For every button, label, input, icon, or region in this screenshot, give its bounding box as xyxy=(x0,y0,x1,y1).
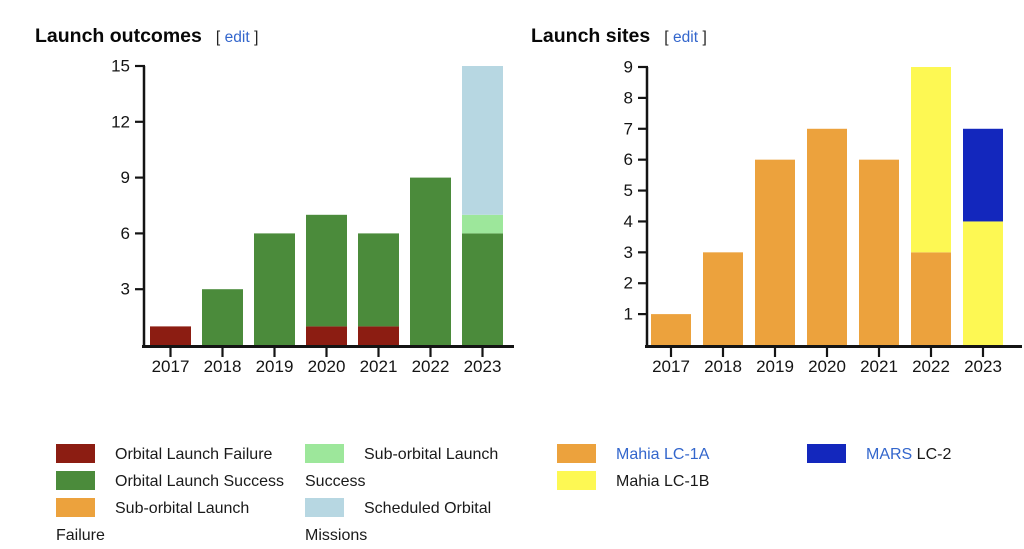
x-tick-label: 2020 xyxy=(308,357,346,376)
bar-segment xyxy=(150,326,191,345)
bar-segment xyxy=(755,159,795,345)
x-tick-label: 2018 xyxy=(204,357,242,376)
launch-outcomes-legend-column-1: Orbital Launch Failure Orbital Launch Suc… xyxy=(56,441,294,549)
bar-segment xyxy=(911,67,951,253)
edit-link[interactable]: edit xyxy=(224,29,250,46)
launch-outcomes-chart: 3 6 9 12 15 2017 2018 2019 2020 2021 2022 2023 xyxy=(111,57,514,376)
x-tick-label: 2023 xyxy=(964,357,1002,376)
y-tick-label: 4 xyxy=(624,212,633,231)
launch-sites-title: Launch sites [edit] xyxy=(531,25,707,48)
x-tick-label: 2022 xyxy=(912,357,950,376)
edit-link-wrapper: [edit] xyxy=(664,29,707,46)
legend-label: Sub-orbital Launch Success xyxy=(305,446,499,490)
legend-swatch xyxy=(557,444,596,463)
legend-swatch xyxy=(305,444,344,463)
bar-segment xyxy=(859,159,899,345)
x-tick-label: 2018 xyxy=(704,357,742,376)
x-tick-label: 2021 xyxy=(360,357,398,376)
x-tick-label: 2023 xyxy=(464,357,502,376)
y-tick-label: 9 xyxy=(624,58,633,77)
bar-segment xyxy=(462,214,503,234)
y-tick-label: 7 xyxy=(624,119,633,138)
y-tick-label: 15 xyxy=(111,57,130,76)
y-tick-label: 6 xyxy=(121,224,130,243)
launch-sites-legend-column-2: MARS LC-2 xyxy=(807,441,1024,468)
bar-segment xyxy=(911,252,951,345)
legend-item: Scheduled Orbital Missions xyxy=(305,495,535,549)
legend-label: Mahia LC-1B xyxy=(616,473,710,490)
bar-segment xyxy=(254,233,295,345)
title-text: Launch outcomes xyxy=(35,25,202,47)
y-tick-label: 6 xyxy=(624,150,633,169)
bar-segment xyxy=(410,177,451,345)
y-tick-label: 8 xyxy=(624,88,633,107)
launch-outcomes-title: Launch outcomes [edit] xyxy=(35,25,258,48)
bar-segment xyxy=(462,233,503,345)
legend-label: LC-2 xyxy=(912,446,952,463)
legend-swatch xyxy=(807,444,846,463)
y-tick-label: 5 xyxy=(624,181,633,200)
bracket-open: [ xyxy=(664,29,669,46)
edit-link-wrapper: [edit] xyxy=(216,29,259,46)
legend-item: Orbital Launch Failure xyxy=(56,441,294,468)
bar-segment xyxy=(703,252,743,345)
bar-segment xyxy=(202,289,243,345)
legend-label: Orbital Launch Failure xyxy=(115,446,273,463)
legend-item: Orbital Launch Success xyxy=(56,468,294,495)
bar-segment xyxy=(807,128,847,345)
edit-link[interactable]: edit xyxy=(673,29,699,46)
launch-outcomes-legend-column-2: Sub-orbital Launch Success Scheduled Orbi… xyxy=(305,441,535,549)
legend-link[interactable]: Mahia LC-1A xyxy=(616,446,710,463)
x-tick-label: 2017 xyxy=(652,357,690,376)
legend-item: Mahia LC-1A xyxy=(557,441,795,468)
legend-item: Sub-orbital Launch Failure xyxy=(56,495,294,549)
x-tick-label: 2019 xyxy=(756,357,794,376)
x-tick-label: 2017 xyxy=(152,357,190,376)
bar-segment xyxy=(963,128,1003,222)
x-tick-label: 2021 xyxy=(860,357,898,376)
y-tick-label: 1 xyxy=(624,305,633,324)
bracket-close: ] xyxy=(254,29,259,46)
bracket-open: [ xyxy=(215,29,221,46)
legend-swatch xyxy=(56,471,95,490)
y-tick-label: 9 xyxy=(121,168,130,187)
legend-link[interactable]: MARS xyxy=(866,446,913,463)
legend-swatch xyxy=(557,471,596,490)
legend-swatch xyxy=(305,498,344,517)
launch-sites-legend-column-1: Mahia LC-1A Mahia LC-1B xyxy=(557,441,795,495)
y-tick-label: 3 xyxy=(121,280,130,299)
legend-swatch xyxy=(56,444,95,463)
bracket-close: ] xyxy=(702,29,707,46)
bar-segment xyxy=(358,326,399,345)
legend-label: Scheduled Orbital Missions xyxy=(305,500,492,544)
bar-segment xyxy=(306,326,347,345)
bar-segment xyxy=(963,221,1003,345)
legend-swatch xyxy=(56,498,95,517)
legend-item: MARS LC-2 xyxy=(807,441,1024,468)
legend-item: Sub-orbital Launch Success xyxy=(305,441,535,495)
x-tick-label: 2019 xyxy=(256,357,294,376)
y-tick-label: 3 xyxy=(624,243,633,262)
legend-label: Sub-orbital Launch Failure xyxy=(56,500,250,544)
bar-segment xyxy=(358,233,399,327)
bar-segment xyxy=(651,314,691,345)
x-tick-label: 2022 xyxy=(412,357,450,376)
y-tick-label: 2 xyxy=(624,274,633,293)
bar-segment xyxy=(462,66,503,215)
launch-sites-chart: 1 2 3 4 5 6 7 8 9 2017 2018 2019 2020 2021 2022 2023 xyxy=(624,58,1022,376)
y-tick-label: 12 xyxy=(111,112,130,131)
legend-item: Mahia LC-1B xyxy=(557,468,795,495)
bar-segment xyxy=(306,214,347,327)
x-tick-label: 2020 xyxy=(808,357,846,376)
legend-label: Orbital Launch Success xyxy=(115,473,284,490)
title-text: Launch sites xyxy=(531,25,651,47)
